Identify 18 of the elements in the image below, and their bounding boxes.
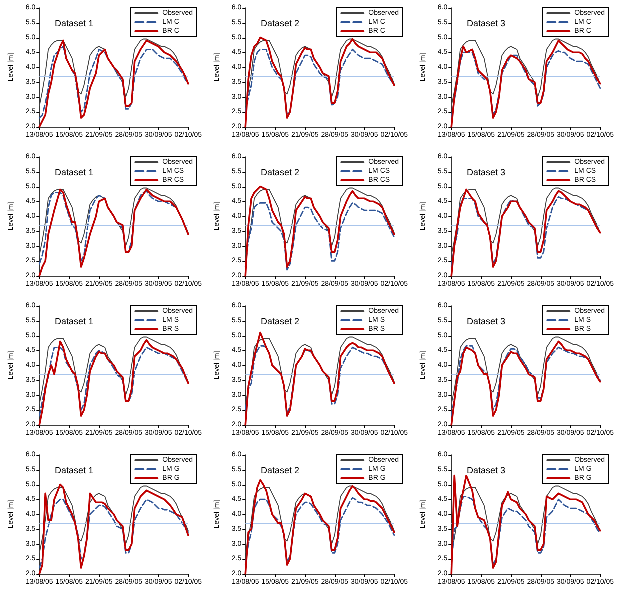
text: Dataset 2 — [261, 316, 300, 326]
text: Dataset 1 — [55, 18, 94, 28]
text: Dataset 2 — [261, 18, 300, 28]
text: Dataset 3 — [467, 316, 506, 326]
text: Dataset 1 — [55, 466, 94, 476]
text: Dataset 1 — [55, 168, 94, 178]
text: Dataset 3 — [467, 466, 506, 476]
line-series — [450, 50, 602, 119]
text: Dataset 3 — [467, 18, 506, 28]
text: Dataset 2 — [261, 168, 300, 178]
text: Dataset 2 — [261, 466, 300, 476]
line-series — [244, 202, 396, 271]
text: Dataset 1 — [55, 316, 94, 326]
line-series — [451, 38, 601, 107]
text: Dataset 3 — [467, 168, 506, 178]
line-series — [38, 498, 190, 569]
line-series — [450, 496, 602, 566]
line-series — [244, 497, 396, 566]
